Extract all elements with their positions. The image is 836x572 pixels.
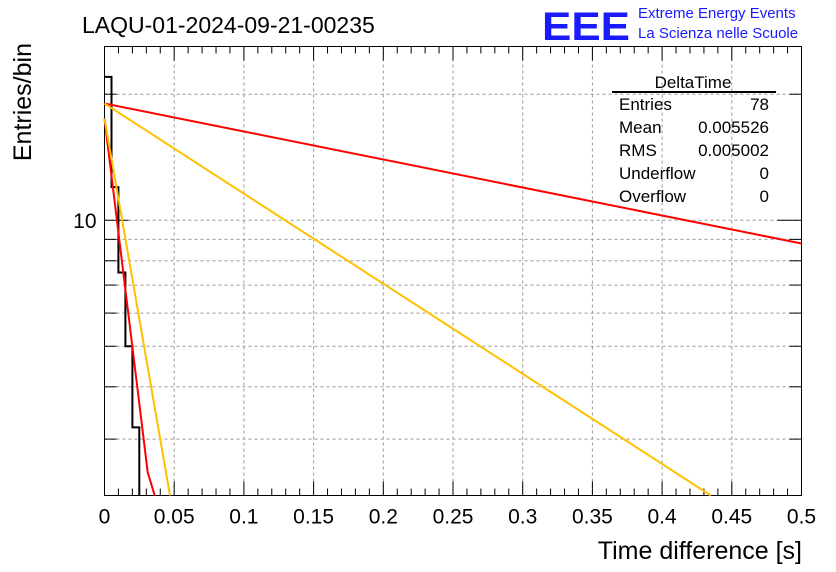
fit-line-series — [103, 118, 156, 496]
x-tick-labels: 0 0.05 0.1 0.15 0.2 0.25 0.3 0.35 0.4 0.45 0.5 — [99, 506, 816, 529]
histogram-series — [104, 75, 141, 496]
x-tick-label: 0.35 — [572, 506, 613, 529]
x-tick-label: 0.5 — [787, 506, 816, 529]
x-tick-label: 0.1 — [229, 506, 258, 529]
stats-box-rows: Entries 78 Mean 0.005526 RMS 0.005002Underflo… — [619, 95, 769, 206]
x-axis-label: Time difference [s] — [598, 537, 802, 565]
axis-ticks — [104, 46, 802, 496]
y-tick-labels: 10 — [73, 210, 96, 233]
stats-box: DeltaTime Entries 78 Mean 0.005526 RMS 0.0050… — [612, 73, 776, 206]
x-tick-label: 0 — [99, 506, 111, 529]
stats-row-label: RMS — [619, 141, 657, 160]
stats-box-name: DeltaTime — [655, 73, 732, 92]
stats-row-label: Entries — [619, 95, 672, 114]
series-group — [103, 75, 802, 497]
grid-lines — [104, 46, 802, 496]
logo-mark: EEE — [542, 5, 630, 49]
y-axis-label: Entries/bin — [9, 43, 37, 161]
stats-row-value: 0 — [760, 164, 769, 183]
x-tick-label: 0.3 — [508, 506, 537, 529]
logo-line-2: La Scienza nelle Scuole — [638, 25, 798, 42]
stats-row-value: 0.005526 — [698, 118, 769, 137]
fit-line-series — [103, 118, 171, 496]
eee-logo: EEE Extreme Energy Events La Scienza nel… — [542, 5, 798, 49]
x-tick-label: 0.05 — [154, 506, 195, 529]
x-tick-label: 0.45 — [711, 506, 752, 529]
stats-row-label: Underflow — [619, 164, 696, 183]
chart-title: LAQU-01-2024-09-21-00235 — [82, 12, 375, 38]
fit-line-series — [103, 102, 712, 497]
y-tick-label: 10 — [73, 210, 96, 233]
x-tick-label: 0.2 — [369, 506, 398, 529]
stats-row-label: Overflow — [619, 187, 687, 206]
stats-row-value: 0.005002 — [698, 141, 769, 160]
x-tick-label: 0.15 — [293, 506, 334, 529]
logo-line-1: Extreme Energy Events — [638, 5, 796, 22]
stats-row-label: Mean — [619, 118, 662, 137]
fit-line-series — [104, 102, 802, 245]
x-tick-label: 0.4 — [647, 506, 677, 529]
x-tick-label: 0.25 — [433, 506, 474, 529]
stats-row-value: 0 — [760, 187, 769, 206]
stats-row-value: 78 — [750, 95, 769, 114]
